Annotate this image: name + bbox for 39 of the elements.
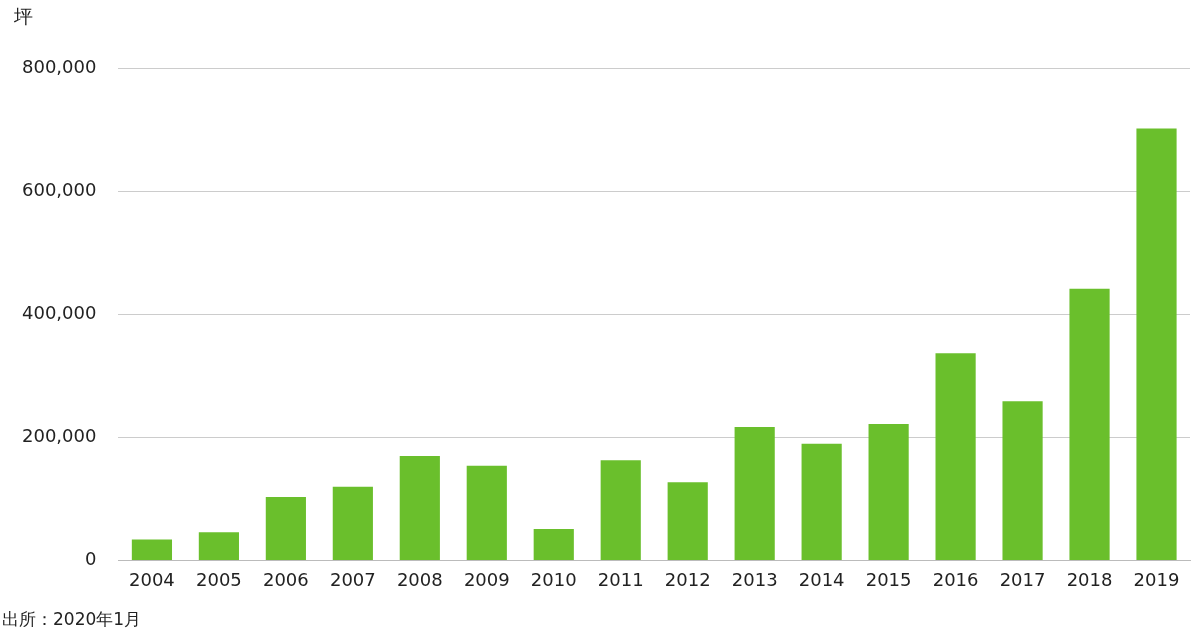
bar — [131, 539, 173, 560]
y-axis-title: 坪 — [14, 4, 33, 29]
bar — [1002, 401, 1043, 560]
x-tick-label: 2010 — [530, 568, 577, 590]
bar — [868, 423, 909, 560]
x-tick-label: 2016 — [932, 568, 979, 590]
bar — [533, 529, 574, 560]
bar — [667, 482, 708, 560]
bar — [935, 353, 976, 560]
x-tick-label: 2011 — [597, 568, 644, 590]
bar — [734, 427, 775, 560]
bar — [1136, 128, 1177, 560]
y-tick-label: 800,000 — [22, 56, 97, 78]
x-tick-label: 2012 — [664, 568, 711, 590]
x-tick-label: 2004 — [129, 568, 175, 590]
bar — [466, 465, 507, 560]
x-tick-label: 2009 — [463, 568, 510, 590]
x-tick-label: 2018 — [1066, 568, 1113, 590]
x-tick-label: 2019 — [1133, 568, 1180, 590]
bar — [600, 460, 641, 560]
text: 出所：2020年1月 — [2, 608, 142, 631]
bar — [265, 497, 306, 560]
x-tick-label: 2017 — [999, 568, 1046, 590]
x-tick-label: 2006 — [262, 568, 309, 590]
y-tick-label: 600,000 — [22, 179, 97, 201]
y-tick-label: 0 — [84, 548, 97, 570]
bar — [198, 532, 239, 560]
y-tick-label: 400,000 — [22, 302, 97, 324]
x-tick-label: 2013 — [731, 568, 778, 590]
y-tick-label: 200,000 — [22, 425, 97, 447]
x-tick-label: 2015 — [865, 568, 912, 590]
bar — [801, 443, 842, 560]
x-tick-label: 2005 — [195, 568, 242, 590]
x-tick-label: 2014 — [798, 568, 845, 590]
bar — [399, 455, 440, 560]
x-tick-label: 2007 — [329, 568, 376, 590]
bar — [1069, 288, 1110, 560]
bar — [332, 486, 373, 560]
x-tick-label: 2008 — [396, 568, 443, 590]
